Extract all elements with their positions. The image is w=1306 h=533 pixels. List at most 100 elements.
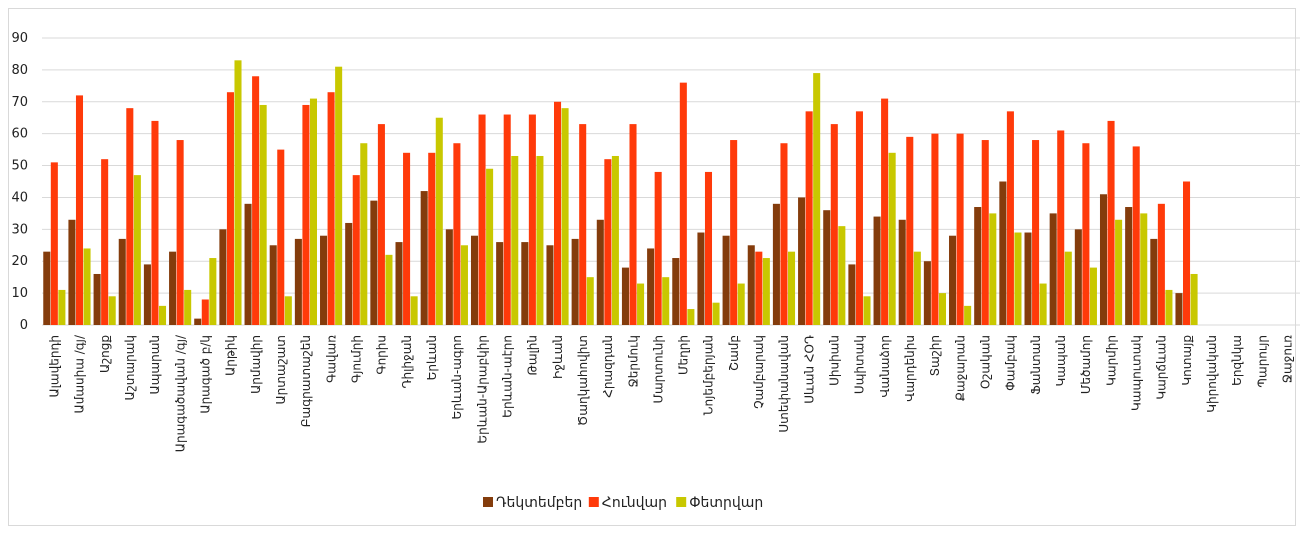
bar (50, 162, 58, 325)
x-category-label: Բագրատաշեն (299, 335, 313, 427)
bar (521, 242, 529, 325)
x-category-label: Տաշիր (928, 335, 942, 376)
bar (1089, 267, 1097, 325)
bar (704, 171, 713, 325)
x-category-label: Մեղրի (677, 335, 691, 375)
bar (586, 277, 594, 325)
y-tick-label: 50 (11, 159, 28, 174)
x-category-label: Գյումրի (350, 335, 364, 383)
bar (435, 117, 443, 325)
bar (989, 213, 997, 325)
x-category-label: Մեծամոր (1079, 335, 1093, 394)
bar (68, 219, 76, 325)
x-category-label: Պարույր (1255, 335, 1269, 388)
x-category-label: Ամասիա /գյ/ (73, 334, 87, 413)
bar (913, 251, 921, 325)
bar (1175, 293, 1183, 325)
y-tick-label: 20 (11, 254, 28, 269)
bar (1064, 251, 1072, 325)
bar (611, 155, 619, 325)
y-tick-label: 60 (11, 127, 28, 142)
bar (712, 302, 720, 325)
bar (201, 299, 209, 325)
x-category-label: Արմավիր (249, 335, 263, 394)
bar (1157, 203, 1165, 325)
legend-label: Դեկտեմբեր (496, 495, 582, 511)
bar (503, 114, 511, 326)
x-category-label: Երևան-աէրո (500, 335, 514, 418)
y-tick-label: 10 (11, 286, 28, 301)
bar (269, 245, 277, 325)
bar (697, 232, 705, 325)
bar (999, 181, 1007, 325)
bar (1190, 273, 1198, 325)
x-category-label: Հրազդան (601, 335, 615, 398)
bar (226, 92, 234, 325)
legend-swatch (483, 497, 493, 507)
bar (546, 245, 554, 325)
bar (83, 248, 91, 325)
bar (1057, 130, 1065, 325)
bar (58, 289, 66, 325)
x-category-label: Օշական (979, 335, 993, 389)
bar (596, 219, 604, 325)
bar (101, 159, 109, 325)
x-category-label: Կապուտակ (1129, 335, 1143, 411)
bar (445, 229, 453, 325)
y-tick-label: 70 (11, 95, 28, 110)
bar (923, 261, 931, 325)
bar (169, 251, 177, 325)
bar (838, 226, 846, 325)
x-category-label: Աշոցք (98, 335, 112, 373)
bar (762, 258, 770, 325)
bar (126, 108, 134, 326)
bar (151, 120, 159, 326)
bar (284, 296, 292, 325)
bar (209, 258, 217, 325)
bar (1049, 213, 1057, 325)
bar (730, 140, 738, 325)
bar (234, 60, 242, 325)
bar (672, 258, 680, 325)
bar (855, 111, 863, 325)
bar (755, 251, 763, 325)
legend-swatch (588, 497, 599, 507)
bar (1140, 213, 1148, 325)
bar (1150, 238, 1158, 325)
x-category-label: Մարտունի (651, 335, 665, 404)
bar (1074, 229, 1082, 325)
bar (75, 95, 84, 326)
bar (1099, 194, 1108, 325)
bar (277, 149, 285, 325)
x-category-label: Ստեփանավան (777, 335, 791, 433)
x-category-label: Կարճևան (1155, 335, 1169, 400)
bar (848, 264, 856, 325)
bar (1107, 120, 1115, 326)
x-category-label: Գավառ (324, 335, 338, 383)
bar (352, 175, 360, 325)
bar (637, 283, 645, 325)
bar (1132, 146, 1140, 325)
legend-swatch (676, 497, 687, 507)
bar (43, 251, 51, 325)
bar (395, 242, 403, 325)
x-category-label: Սևան ՀՕԴ (802, 335, 816, 404)
bar (143, 264, 151, 325)
x-category-label: Վարդենիս (903, 335, 917, 402)
bar (604, 159, 612, 325)
x-category-label: Երզնկա (1230, 335, 1244, 386)
bar (629, 124, 637, 325)
bar (813, 73, 821, 325)
bar (956, 133, 964, 325)
bar (931, 133, 939, 325)
bar (320, 235, 328, 325)
bar (830, 124, 838, 325)
x-category-label: Ալավերդի (48, 335, 62, 398)
y-tick-label: 90 (11, 31, 28, 46)
bar (881, 98, 889, 325)
x-category-label: Գորիս (375, 335, 389, 374)
bar (133, 175, 141, 325)
bar (1032, 140, 1040, 325)
bar (460, 245, 468, 325)
